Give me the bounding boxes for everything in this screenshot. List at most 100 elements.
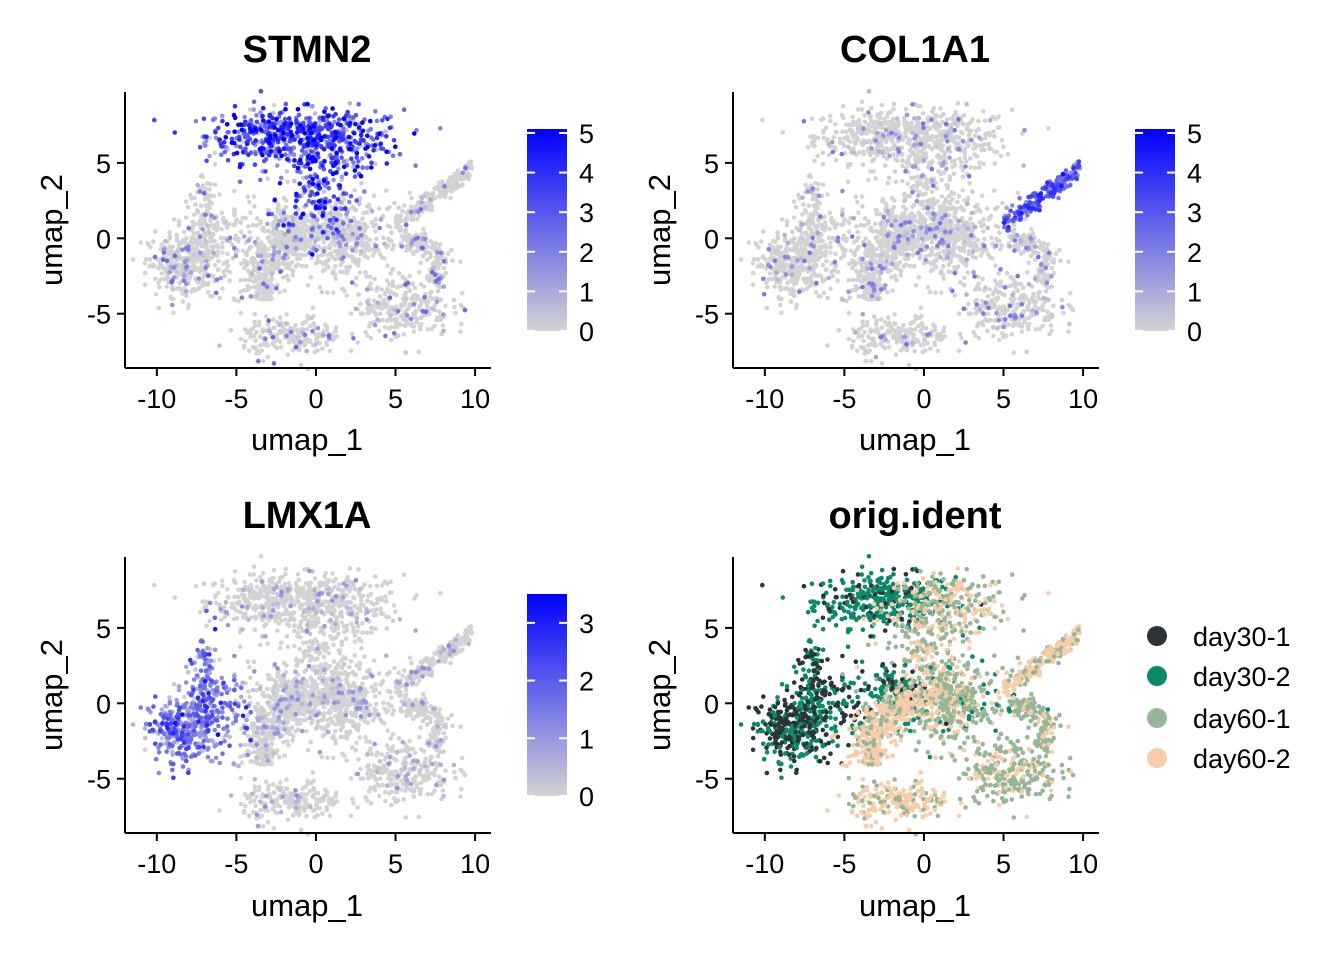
cell-point [232,129,237,134]
cell-point [294,221,300,227]
cell-point [346,223,351,228]
cell-point [767,271,773,276]
cell-point [462,307,468,313]
cell-point [275,337,280,342]
cell-point [151,239,156,244]
cell-point [286,278,291,283]
cell-point [227,235,233,241]
cell-point [821,290,827,296]
cell-point [419,200,425,205]
cell-point [964,159,969,164]
cell-point [310,328,315,334]
cell-point [206,280,211,286]
cell-point [980,249,986,254]
cell-point [313,342,318,347]
cell-point [771,245,776,250]
cell-point [216,125,221,131]
cell-point [283,216,288,222]
colorbar-tick-label: 5 [579,119,594,149]
cell-point [831,135,837,140]
y-tick-label: 0 [96,224,111,254]
cell-point [907,193,913,199]
cell-point [197,269,203,274]
cell-point [216,244,221,250]
cell-point [997,125,1002,130]
cell-point [916,274,922,280]
cell-point [212,182,218,188]
cell-point [939,194,945,199]
cell-point [217,295,222,301]
cell-point [252,204,257,209]
cell-point [418,322,424,327]
cell-point [877,211,883,217]
cell-point [791,199,797,205]
cell-point [238,219,243,225]
cell-point [756,244,761,250]
cell-point [213,130,218,135]
cell-point [282,288,287,294]
cell-point [374,118,380,124]
cell-point [213,223,219,228]
cell-point [354,198,360,203]
cell-point [313,238,318,244]
cell-point [989,235,994,241]
cell-point [341,116,347,121]
cell-point [258,127,264,132]
cell-point [352,188,358,193]
cell-point [357,141,362,146]
cell-point [348,141,353,146]
cell-point [269,263,275,269]
cell-point [327,348,333,354]
cell-point [351,336,356,341]
cell-point [459,321,464,327]
cell-point [436,276,442,282]
cell-point [160,257,166,263]
cell-point [384,134,389,139]
cell-point [794,244,799,249]
cell-point [965,197,971,203]
cell-point [808,226,814,232]
cell-point [175,270,180,275]
cell-point [817,244,822,249]
cell-point [315,230,321,235]
cell-point [338,122,343,128]
cell-point [261,297,267,302]
cell-point [267,328,272,334]
cell-point [962,146,968,151]
cell-point [1022,216,1028,222]
cell-point [196,286,201,291]
cell-point [344,265,349,270]
cell-point [430,306,436,311]
cell-point [258,89,264,94]
cell-point [211,250,216,256]
cell-point [341,255,346,260]
cell-point [227,278,232,284]
cell-point [194,238,200,244]
cell-point [189,289,194,295]
cell-point [261,225,266,231]
cell-point [239,127,245,133]
cell-point [368,309,374,314]
cell-point [377,225,382,231]
cell-point [402,203,407,208]
cell-point [413,163,418,168]
cell-point [936,152,941,158]
cell-point [914,188,919,193]
cell-point [156,266,161,271]
cell-point [967,180,972,186]
cell-point [372,322,378,328]
cell-point [252,162,258,167]
cell-point [181,273,187,279]
cell-point [951,171,957,176]
cell-point [313,261,319,266]
cell-point [329,146,335,152]
cell-point [868,169,873,174]
cell-point [818,274,824,279]
cell-point [263,336,268,342]
cell-point [391,330,397,336]
cell-point [260,152,265,158]
cell-point [211,193,217,199]
cell-point [441,258,447,264]
cell-point [257,146,263,152]
cell-point [450,258,455,264]
